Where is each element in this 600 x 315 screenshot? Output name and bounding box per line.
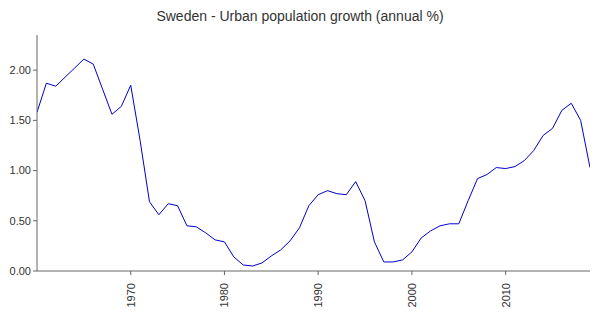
svg-text:0.50: 0.50 [10,215,31,227]
svg-text:1.00: 1.00 [10,164,31,176]
svg-text:2000: 2000 [406,283,418,307]
svg-text:1990: 1990 [312,283,324,307]
svg-text:2010: 2010 [500,283,512,307]
svg-text:0.00: 0.00 [10,265,31,277]
svg-text:2.00: 2.00 [10,64,31,76]
svg-text:1980: 1980 [218,283,230,307]
svg-text:1.50: 1.50 [10,114,31,126]
svg-text:1970: 1970 [125,283,137,307]
html-text:Sweden - Urban population grow: Sweden - Urban population growth (annual… [156,8,444,24]
